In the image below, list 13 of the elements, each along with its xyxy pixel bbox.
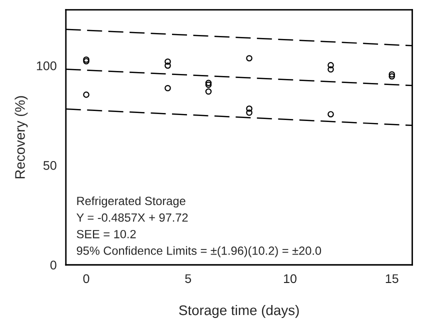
x-tick-label: 10: [284, 274, 296, 284]
x-axis-title: Storage time (days): [179, 304, 299, 318]
annotation: SEE = 10.2: [76, 230, 136, 238]
annotation: Refrigerated Storage: [77, 196, 186, 208]
x-tick-label: 0: [83, 274, 90, 284]
y-tick-label: 100: [36, 61, 56, 70]
x-tick-label: 15: [386, 274, 398, 284]
annotation: Y = -0.4857X + 97.72: [76, 213, 188, 222]
y-tick-label: 0: [50, 260, 56, 270]
annotation: 95% Confidence Limits = ±(1.96)(10.2) = ±20.0: [76, 246, 322, 258]
y-axis-title: Recovery (%): [14, 96, 28, 178]
x-tick-label: 5: [185, 274, 192, 284]
y-tick-label: 50: [43, 161, 56, 170]
